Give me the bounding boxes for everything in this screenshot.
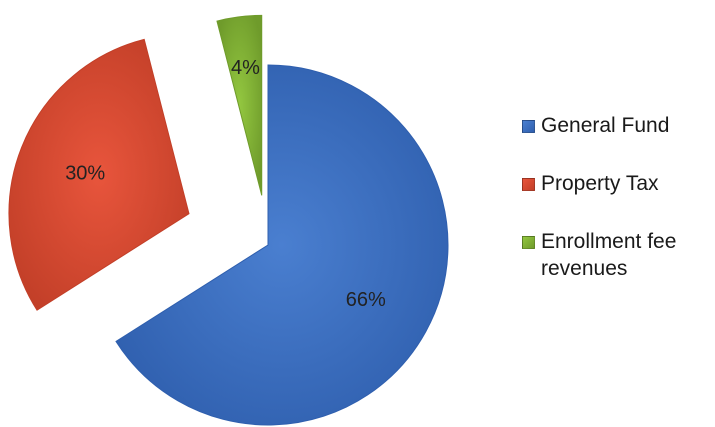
pie-slice-enrollment-fee-revenues	[216, 14, 263, 196]
legend: General Fund Property Tax Enrollment fee…	[522, 112, 712, 282]
pie-slice-general-fund	[115, 64, 449, 426]
legend-swatch	[522, 236, 535, 249]
pie-slice-property-tax	[8, 38, 190, 311]
data-label: 4%	[231, 57, 260, 79]
legend-label: Property Tax	[541, 172, 659, 195]
legend-swatch	[522, 178, 535, 191]
legend-label: General Fund	[541, 114, 670, 137]
legend-item-general-fund: General Fund	[522, 112, 712, 139]
legend-item-enrollment-fee-revenues: Enrollment fee revenues	[522, 228, 712, 282]
pie-plot-area: 66% 30% 4%	[8, 14, 449, 426]
data-label: 66%	[346, 289, 386, 311]
legend-label: Enrollment fee revenues	[541, 230, 677, 280]
legend-item-property-tax: Property Tax	[522, 170, 712, 197]
legend-swatch	[522, 120, 535, 133]
data-label: 30%	[65, 163, 105, 185]
